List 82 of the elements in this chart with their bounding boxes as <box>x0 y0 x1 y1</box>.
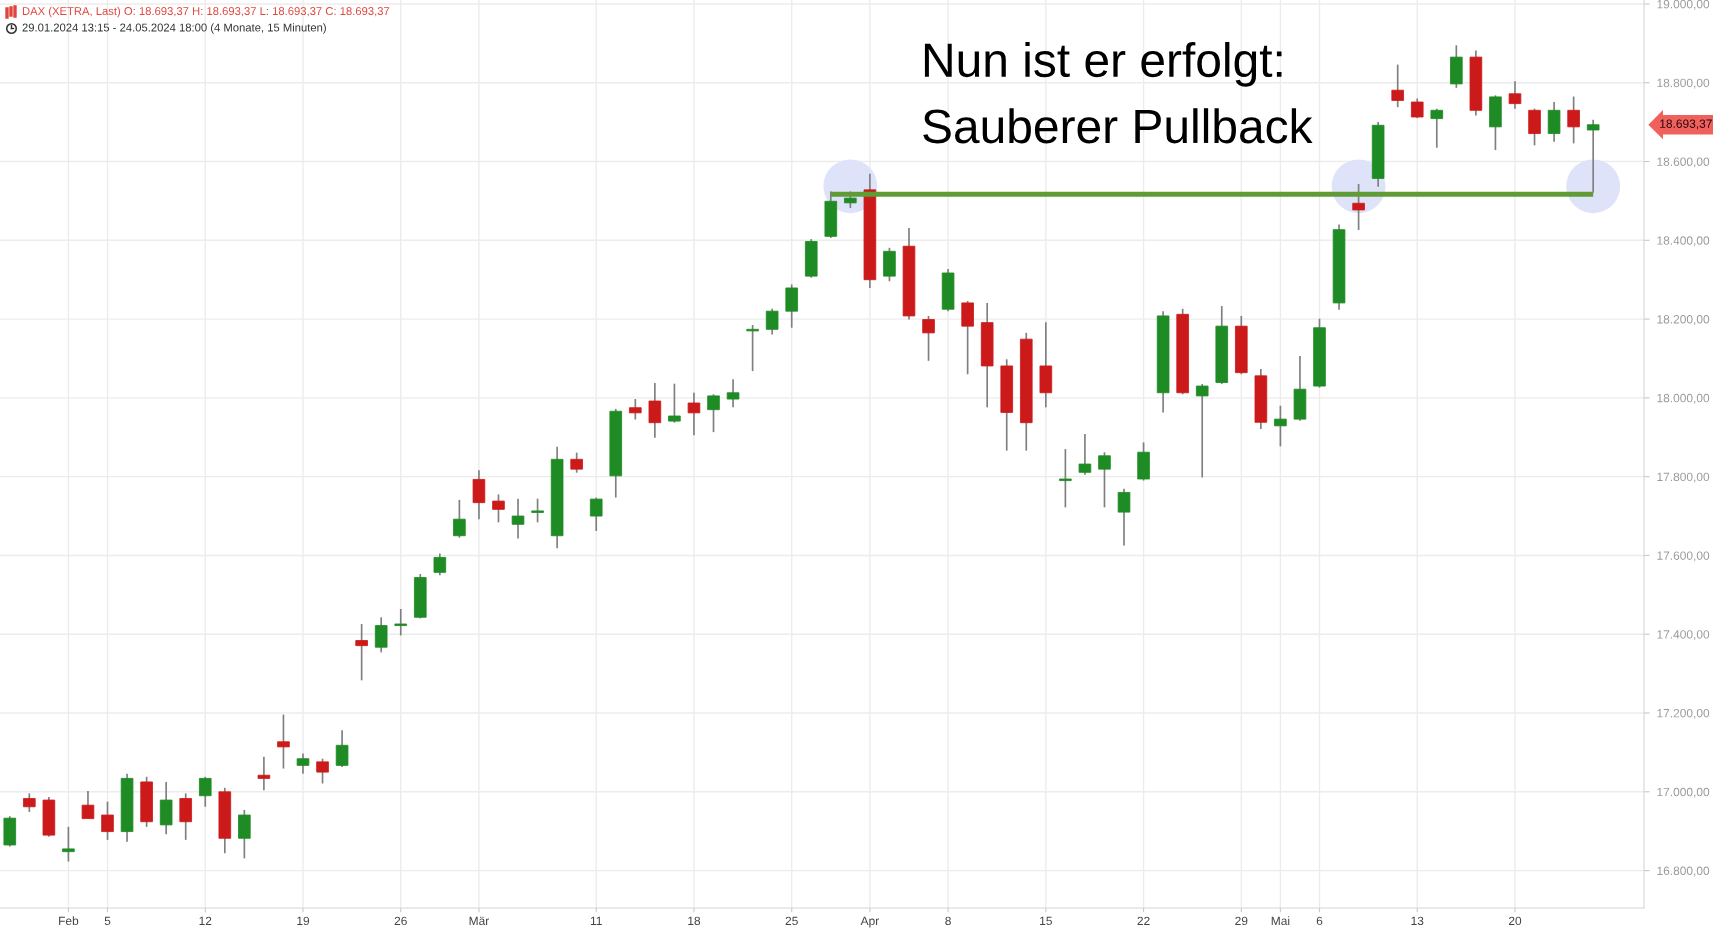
x-tick-label: 15 <box>1040 916 1052 926</box>
candlestick <box>1117 488 1131 547</box>
text: 29.01.2024 13:15 - 24.05.2024 18:00 (4 Monate, 15 Minuten) <box>22 23 326 34</box>
candlestick <box>1059 448 1072 509</box>
candlestick <box>179 792 192 841</box>
candlestick <box>277 713 290 770</box>
candlestick <box>1567 95 1580 145</box>
x-tick-label: 18 <box>688 916 701 926</box>
candlestick <box>1528 107 1541 147</box>
candlestick <box>1274 404 1287 448</box>
candlestick <box>629 398 642 421</box>
x-tick-label: 26 <box>394 916 407 926</box>
candlestick <box>1586 118 1600 194</box>
x-tick-label: 11 <box>590 916 602 925</box>
y-tick-label: 17.400,00 <box>1657 630 1710 641</box>
x-tick-label: 13 <box>1411 916 1424 926</box>
candlestick <box>570 451 583 474</box>
x-tick-label: 25 <box>785 916 798 926</box>
y-tick-label: 17.200,00 <box>1657 708 1710 719</box>
candlestick <box>961 300 974 376</box>
candlestick <box>687 391 701 437</box>
candlestick <box>1098 451 1111 509</box>
candlestick <box>1352 183 1365 231</box>
y-tick-label: 16.800,00 <box>1657 866 1710 877</box>
candlestick <box>335 729 349 768</box>
x-tick-label: Apr <box>860 916 879 928</box>
candlestick <box>1078 433 1092 476</box>
candlestick <box>785 283 798 329</box>
candlestick <box>257 755 271 792</box>
x-tick-label: 22 <box>1137 916 1150 925</box>
y-tick-label: 17.000,00 <box>1657 787 1710 798</box>
y-tick-label: 18.600,00 <box>1657 157 1710 168</box>
annotation: Nun ist er erfolgt: Sauberer Pullback <box>923 42 1313 144</box>
candlestick <box>492 493 505 524</box>
y-tick-label: 18.800,00 <box>1657 78 1710 89</box>
candlestick <box>589 496 603 532</box>
x-tick-label: Feb <box>59 916 79 926</box>
candlestick <box>648 382 662 439</box>
y-tick-label: 17.800,00 <box>1657 472 1710 483</box>
text: DAX (XETRA, Last) O: 18.693,37 H: 18.693,37 L: 18.693,37 C: 18.693,37 <box>22 6 390 18</box>
x-tick-label: 20 <box>1508 916 1522 926</box>
candlestick <box>433 552 447 576</box>
candlestick <box>746 324 759 372</box>
candlestick <box>238 809 251 860</box>
candlestick <box>374 616 388 654</box>
candlestick <box>296 752 310 775</box>
x-tick-label: 29 <box>1235 916 1248 926</box>
text: 18.693,37 <box>1660 119 1712 130</box>
x-tick-label: 6 <box>1316 916 1323 926</box>
x-tick-label: 19 <box>297 916 310 926</box>
candlestick <box>707 393 720 433</box>
y-tick-label: 18.400,00 <box>1657 236 1710 247</box>
y-tick-label: 18.200,00 <box>1657 315 1710 325</box>
x-tick-label: 8 <box>945 916 951 926</box>
candlestick <box>472 469 486 521</box>
candlestick <box>62 826 75 863</box>
candlestick <box>394 608 408 637</box>
candlestick <box>198 775 212 808</box>
y-tick-label: 19.000,00 <box>1657 0 1710 10</box>
x-tick-label: Mai <box>1271 916 1290 926</box>
y-tick-label: 18.000,00 <box>1657 393 1710 404</box>
candlestick <box>1430 107 1444 149</box>
candlestick <box>726 378 740 409</box>
candlestick <box>1547 101 1561 143</box>
candlestick <box>531 497 544 524</box>
candlestick <box>81 790 95 820</box>
candlestick <box>922 315 935 362</box>
candlestick <box>1391 63 1404 108</box>
candlestick <box>1195 383 1209 479</box>
y-tick-label: 17.600,00 <box>1657 551 1710 562</box>
candlestick <box>668 382 681 424</box>
candlestick <box>101 800 114 841</box>
candlestick <box>1508 80 1522 110</box>
candlestick <box>316 757 329 785</box>
candlestick <box>453 499 466 539</box>
candlestick <box>765 308 779 336</box>
candlestick <box>355 623 368 682</box>
x-tick-label: Mär <box>469 916 490 926</box>
candlestick <box>511 497 525 540</box>
x-tick-label: 5 <box>104 916 111 926</box>
x-tick-label: 12 <box>199 916 212 925</box>
candlestick <box>23 792 36 813</box>
